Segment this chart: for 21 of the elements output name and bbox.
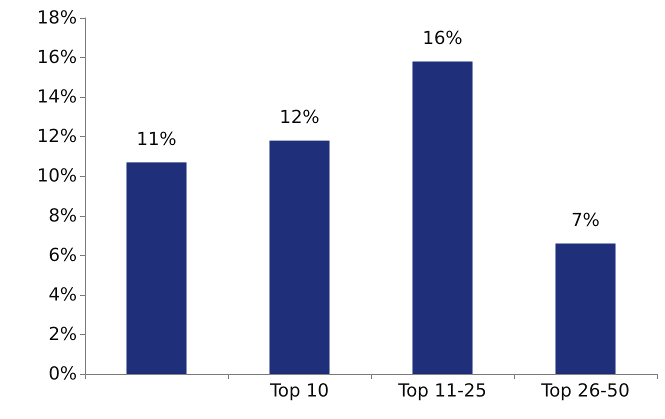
data-label: 16% (422, 28, 463, 50)
x-tick-label: Top 11-25 (397, 380, 487, 402)
y-tick-label: 6% (48, 244, 77, 266)
y-tick-label: 12% (36, 126, 77, 148)
bar (412, 62, 473, 374)
y-tick-label: 4% (48, 284, 77, 306)
y-tick-label: 10% (36, 166, 77, 187)
y-tick-label: 14% (36, 86, 77, 108)
y-tick-label: 8% (48, 205, 77, 226)
bar (126, 162, 187, 374)
data-label: 12% (279, 107, 320, 128)
x-tick-label: Top 10 (268, 380, 330, 402)
y-tick-label: 2% (48, 324, 77, 345)
y-tick-label: 0% (48, 364, 77, 384)
y-tick-label: 16% (36, 47, 77, 68)
bar (555, 243, 616, 374)
x-tick-label: Top 26-50 (540, 380, 630, 402)
y-tick-label: 18% (36, 8, 77, 28)
data-label: 11% (136, 128, 177, 150)
data-label: 7% (571, 210, 600, 231)
bar (269, 140, 330, 374)
